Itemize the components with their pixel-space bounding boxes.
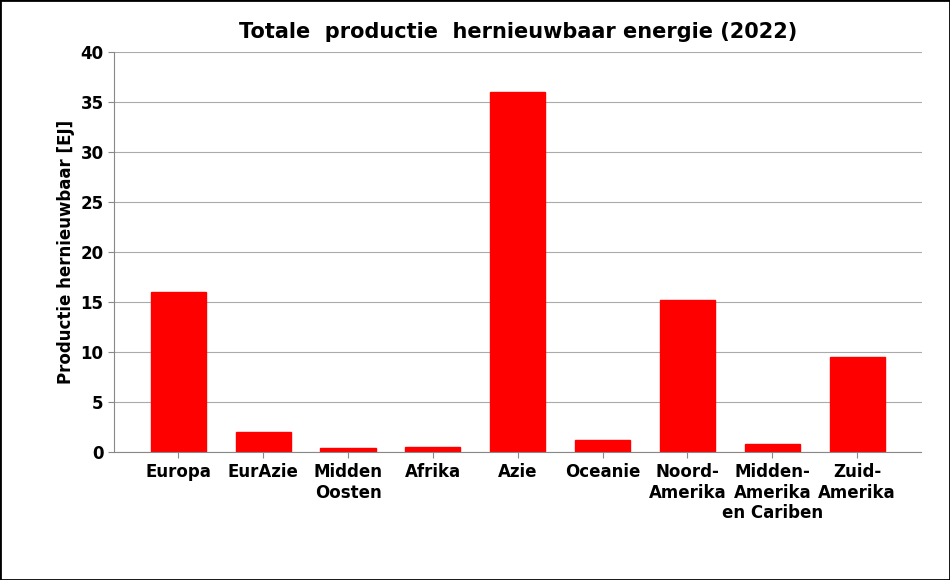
Y-axis label: Productie hernieuwbaar [EJ]: Productie hernieuwbaar [EJ] [57,120,75,385]
Bar [151,292,206,452]
Bar [490,92,545,452]
Bar [660,300,715,452]
Bar [745,444,800,452]
Title: Totale  productie  hernieuwbaar energie (2022): Totale productie hernieuwbaar energie (2… [238,22,797,42]
Bar [236,433,291,452]
Bar [320,448,375,452]
Bar [575,440,630,452]
Bar [829,357,884,452]
Bar [406,447,461,452]
